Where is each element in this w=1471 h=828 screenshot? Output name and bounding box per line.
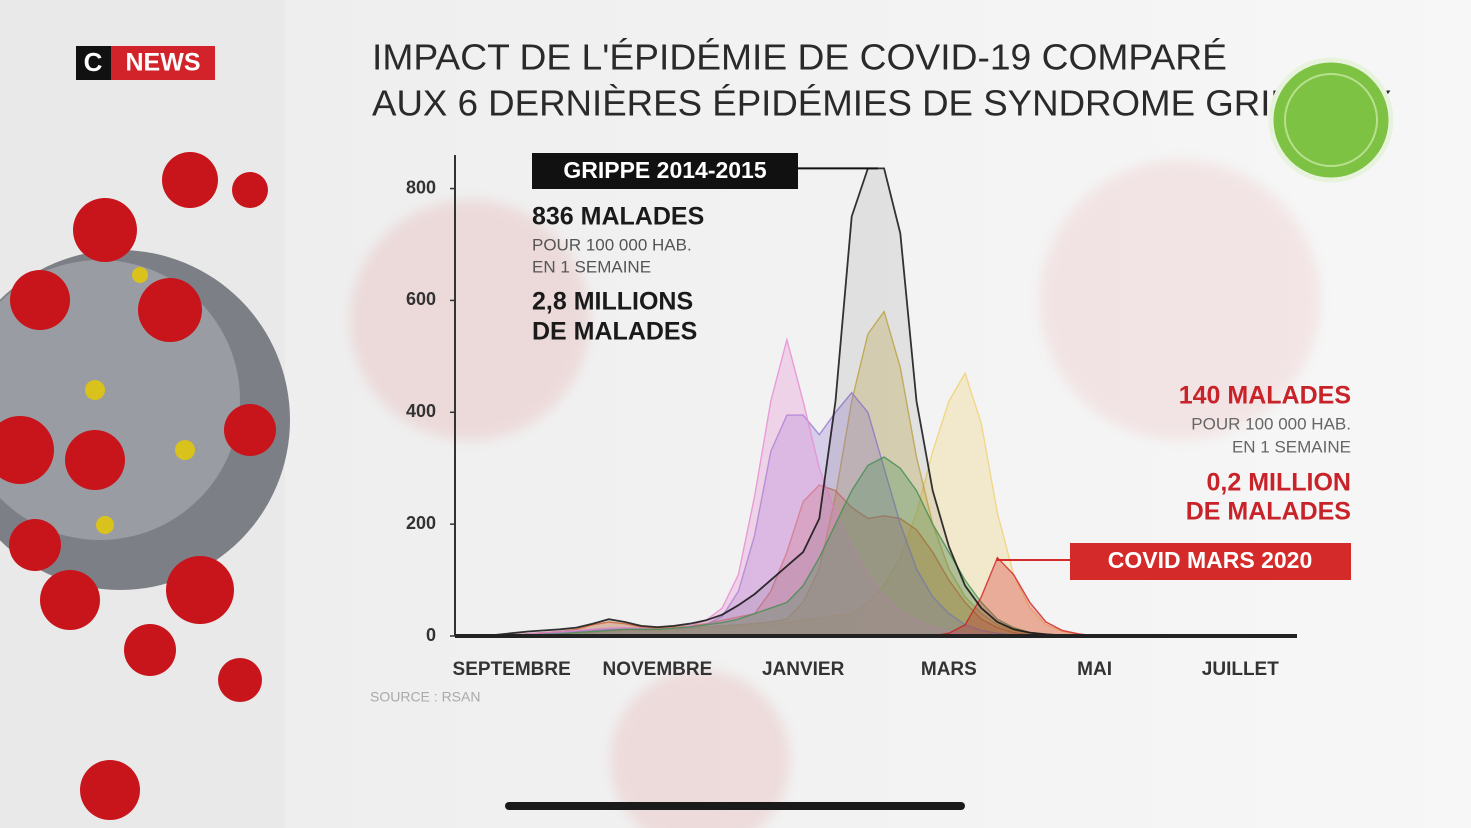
- x-tick-label: MAI: [1077, 659, 1112, 680]
- plot: 0 200 400 600 800 SEPTEMBRE NOVEMBRE JANVIER MAR…: [406, 153, 1351, 680]
- callout-label: GRIPPE 2014-2015: [563, 157, 767, 183]
- annotation-figure: 2,8 MILLIONS: [532, 288, 693, 316]
- chart-title: IMPACT DE L'ÉPIDÉMIE DE COVID-19 COMPARÉ: [372, 37, 1227, 78]
- y-tick-label: 600: [406, 289, 436, 309]
- area-fill: [463, 392, 1289, 636]
- y-tick-label: 0: [426, 625, 436, 645]
- area-fill: [463, 168, 1289, 636]
- logo-c: C: [84, 47, 103, 77]
- channel-logo: C NEWS: [76, 46, 215, 80]
- chart-title: AUX 6 DERNIÈRES ÉPIDÉMIES DE SYNDROME GR…: [372, 83, 1392, 124]
- x-tick-label: JANVIER: [762, 659, 845, 680]
- area-fill: [463, 485, 1289, 636]
- logo-news-box: [111, 46, 215, 80]
- y-tick-label: 400: [406, 401, 436, 421]
- y-tick-label: 800: [406, 177, 436, 197]
- background-virus: [350, 160, 1320, 828]
- partner-logo: [1268, 57, 1394, 183]
- callout-box: [532, 153, 798, 189]
- annotation-note: POUR 100 000 HAB.: [532, 235, 692, 254]
- logo-news: NEWS: [126, 49, 201, 77]
- annotation-figure: 836 MALADES: [532, 203, 704, 231]
- area-fill: [463, 311, 1289, 636]
- annotation-note: EN 1 SEMAINE: [1232, 437, 1351, 456]
- annotation-figure: 0,2 MILLION: [1207, 469, 1351, 497]
- annotation-figure: DE MALADES: [532, 318, 697, 346]
- y-tick-label: 200: [406, 513, 436, 533]
- x-tick-label: SEPTEMBRE: [453, 659, 571, 680]
- callout-label: COVID MARS 2020: [1108, 547, 1313, 573]
- annotation-figure: 140 MALADES: [1179, 382, 1351, 410]
- x-tick-label: MARS: [921, 659, 977, 680]
- annotation-figure: DE MALADES: [1186, 498, 1351, 526]
- virus-illustration: [0, 0, 290, 828]
- logo-c-box: [76, 46, 111, 80]
- annotation-note: POUR 100 000 HAB.: [1191, 414, 1351, 433]
- area-fill: [463, 457, 1289, 636]
- callout-box: [1070, 543, 1351, 580]
- home-indicator: [505, 802, 965, 810]
- x-tick-label: NOVEMBRE: [603, 659, 713, 680]
- callout-line: [996, 557, 1070, 561]
- annotation-note: EN 1 SEMAINE: [532, 257, 651, 276]
- source: SOURCE : RSAN: [370, 689, 480, 705]
- x-tick-label: JUILLET: [1202, 659, 1279, 680]
